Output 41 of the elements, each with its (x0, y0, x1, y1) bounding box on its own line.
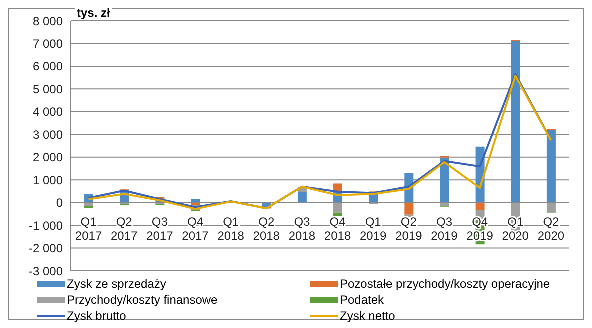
x-tick-label: Q4 2018 (324, 214, 352, 243)
legend-label: Pozostałe przychody/koszty operacyjne (340, 277, 550, 291)
y-tick-label: -1 000 (28, 218, 64, 233)
bar (334, 202, 343, 213)
y-tick-label: -2 000 (28, 242, 64, 256)
y-tick-label: 0 (56, 196, 64, 210)
x-tick-label: Q3 2019 (431, 214, 458, 243)
y-tick-label: 4 000 (32, 105, 64, 120)
legend-label: Zysk netto (340, 309, 396, 323)
legend-label: Podatek (340, 293, 384, 307)
y-axis-title: tys. zł (75, 6, 112, 20)
x-tick-label: Q1 2019 (360, 214, 388, 243)
y-tick-label: 2 000 (32, 150, 64, 165)
legend-label: Zysk ze sprzedaży (67, 277, 166, 291)
x-tick-label: Q1 2018 (218, 214, 245, 243)
legend-label: Przychody/koszty finansowe (67, 293, 218, 307)
y-tick-label: 6 000 (32, 60, 64, 74)
bar (440, 158, 450, 203)
bar (546, 130, 556, 203)
bar (511, 41, 520, 203)
x-tick-label: Q1 2017 (75, 214, 102, 243)
x-tick-label: Q3 2017 (146, 214, 174, 243)
bar (298, 192, 307, 203)
bar (546, 202, 556, 213)
x-tick-label: Q2 2019 (396, 214, 423, 243)
y-tick-label: 1 000 (32, 173, 64, 188)
y-tick-label: 8 000 (32, 14, 64, 28)
y-tick-label: -3 000 (28, 264, 64, 278)
y-tick-label: 5 000 (32, 82, 64, 96)
bar (334, 184, 343, 192)
x-tick-label: Q2 2017 (111, 214, 138, 243)
x-tick-label: Q4 2017 (182, 214, 210, 243)
legend-label: Zysk brutto (67, 309, 126, 323)
x-tick-label: Q2 2020 (538, 214, 565, 243)
bar (404, 202, 414, 215)
y-tick-label: 7 000 (32, 36, 64, 51)
bar (191, 199, 200, 203)
x-tick-label: Q3 2018 (288, 214, 316, 243)
x-tick-label: Q2 2018 (253, 214, 280, 243)
y-tick-label: 3 000 (32, 128, 64, 142)
bar (476, 202, 485, 210)
